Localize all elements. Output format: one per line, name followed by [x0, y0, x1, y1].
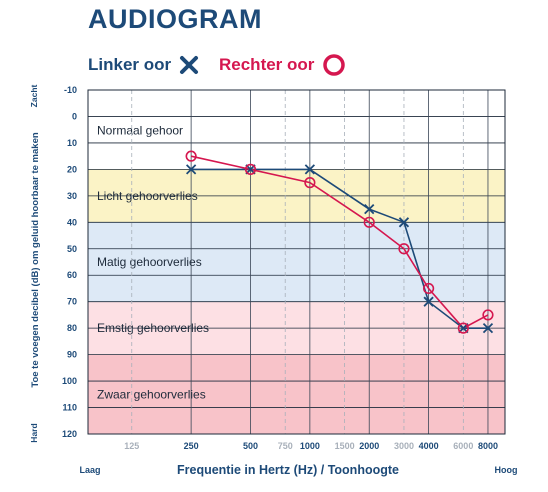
chart-title: AUDIOGRAM: [88, 4, 262, 34]
y-tick-label: 120: [62, 429, 77, 439]
series-layer: [185, 150, 494, 334]
series-line-linker-oor: [191, 168, 488, 330]
legend-right-ear: Rechter oor: [219, 52, 346, 78]
y-tick-label: -10: [64, 85, 77, 95]
band-label-zwaar-gehoorverlies: Zwaar gehoorverlies: [97, 387, 206, 401]
data-point-linker-oor: [482, 323, 494, 334]
y-tick-label: 80: [67, 323, 77, 333]
x-marker-icon: [180, 56, 199, 74]
y-tick-label: 30: [67, 191, 77, 201]
band-label-normaal-gehoor: Normaal gehoor: [97, 124, 183, 138]
x-tick-label: 6000: [453, 441, 473, 451]
y-axis-top-label: Zacht: [29, 84, 39, 107]
data-point-rechter-oor: [398, 243, 410, 255]
y-tick-label: 0: [72, 111, 77, 121]
x-tick-label: 2000: [359, 441, 379, 451]
y-tick-label: 100: [62, 376, 77, 386]
x-tick-label: 750: [278, 441, 293, 451]
data-point-rechter-oor: [244, 163, 257, 175]
grid-layer: [87, 89, 506, 435]
plot-frame: [87, 89, 506, 435]
data-point-linker-oor: [423, 296, 434, 307]
x-tick-label: 3000: [394, 441, 414, 451]
x-axis-title: Frequentie in Hertz (Hz) / Toonhoogte: [177, 463, 399, 477]
y-tick-label: 60: [67, 270, 77, 280]
data-point-rechter-oor: [422, 282, 435, 295]
legend-right-ear-label: Rechter oor: [219, 55, 315, 74]
data-point-linker-oor: [398, 217, 410, 228]
band-matig-gehoorverlies: [88, 222, 505, 302]
y-tick-label: 20: [67, 164, 77, 174]
data-point-linker-oor: [185, 164, 197, 175]
x-axis-high-label: Hoog: [495, 465, 518, 475]
band-zwaar-gehoorverlies: [88, 354, 505, 434]
y-tick-label: 50: [67, 244, 77, 254]
series-line-rechter-oor: [190, 155, 489, 330]
y-tick-label: 90: [67, 350, 77, 360]
data-point-linker-oor: [304, 164, 315, 175]
x-tick-label: 500: [243, 441, 258, 451]
x-tick-label: 8000: [478, 441, 498, 451]
band-normaal-gehoor: [88, 90, 505, 170]
circle-marker-icon: [323, 54, 346, 76]
data-point-rechter-oor: [363, 216, 375, 228]
legend-left-ear: Linker oor: [88, 52, 199, 78]
x-tick-label: 1500: [335, 441, 355, 451]
y-tick-label: 70: [67, 297, 77, 307]
x-tick-labels: 125 250 500 750 1000 1500 2000 3000 4000 6000 8000: [124, 441, 498, 451]
data-point-rechter-oor: [457, 322, 469, 334]
y-axis-bottom-label: Hard: [29, 423, 39, 442]
legend-left-ear-label: Linker oor: [88, 55, 172, 74]
y-tick-label: 40: [67, 217, 77, 227]
y-tick-label: 10: [67, 138, 77, 148]
data-point-rechter-oor: [304, 177, 316, 189]
x-axis-low-label: Laag: [79, 465, 100, 475]
band-label-matig-gehoorverlies: Matig gehoorverlies: [97, 255, 202, 269]
x-tick-label: 250: [184, 441, 199, 451]
x-tick-label: 4000: [419, 441, 439, 451]
x-tick-label: 125: [124, 441, 139, 451]
data-point-rechter-oor: [185, 150, 197, 162]
y-tick-label: 110: [62, 403, 77, 413]
data-point-linker-oor: [364, 203, 375, 215]
y-axis-title: Toe te voegen decibel (dB) om geluid hoo…: [30, 132, 41, 388]
y-tick-labels: -10 0 10 20 30 40 50 60 70 80 90 100 110 120: [62, 85, 77, 439]
x-tick-label: 1000: [300, 441, 320, 451]
data-point-rechter-oor: [482, 309, 494, 321]
